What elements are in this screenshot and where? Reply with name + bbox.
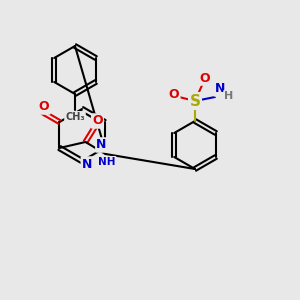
Text: N: N: [82, 158, 92, 170]
Text: NH: NH: [98, 157, 115, 167]
Text: O: O: [39, 100, 50, 113]
Text: O: O: [169, 88, 179, 101]
Text: S: S: [190, 94, 200, 109]
Text: N: N: [96, 139, 107, 152]
Text: CH₃: CH₃: [65, 112, 85, 122]
Text: O: O: [92, 115, 103, 128]
Text: N: N: [215, 82, 225, 95]
Text: O: O: [200, 71, 210, 85]
Text: H: H: [224, 91, 234, 101]
